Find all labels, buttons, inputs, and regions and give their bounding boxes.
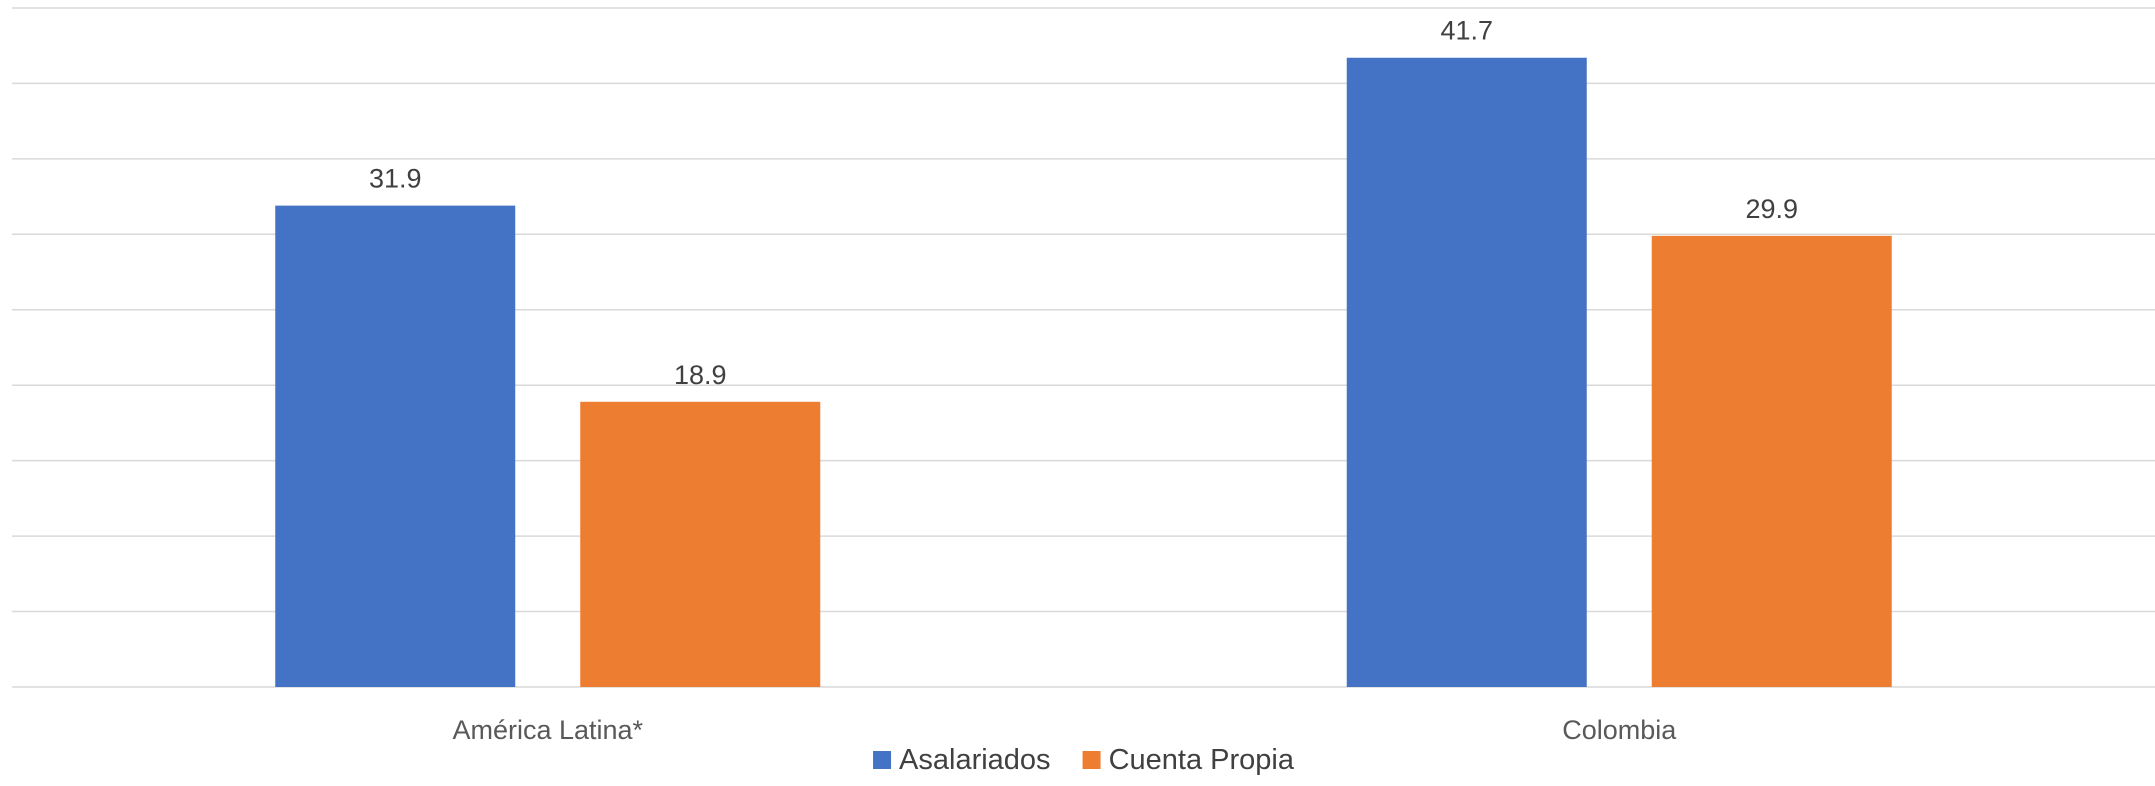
- data-label-asalariados: 31.9: [369, 164, 422, 194]
- legend-label: Asalariados: [899, 744, 1051, 776]
- data-label-asalariados: 41.7: [1440, 16, 1493, 46]
- legend-item: Asalariados: [873, 744, 1051, 776]
- data-label-cuenta-propia: 18.9: [674, 360, 727, 390]
- bar-asalariados: [275, 205, 516, 687]
- bar-asalariados: [1346, 57, 1587, 687]
- bar-cuenta-propia: [1651, 235, 1892, 687]
- legend: Asalariados Cuenta Propia: [873, 744, 1295, 776]
- category-labels: América Latina* Colombia: [452, 715, 1677, 745]
- legend-swatch: [873, 751, 892, 769]
- bars: [275, 57, 1892, 687]
- data-label-cuenta-propia: 29.9: [1745, 194, 1798, 224]
- category-label: América Latina*: [452, 715, 643, 745]
- legend-item: Cuenta Propia: [1082, 744, 1295, 776]
- data-labels: 31.9 18.9 41.7 29.9: [369, 16, 1798, 390]
- legend-swatch: [1082, 751, 1101, 769]
- bar-cuenta-propia: [580, 401, 821, 687]
- legend-label: Cuenta Propia: [1109, 744, 1295, 776]
- category-label: Colombia: [1562, 715, 1677, 745]
